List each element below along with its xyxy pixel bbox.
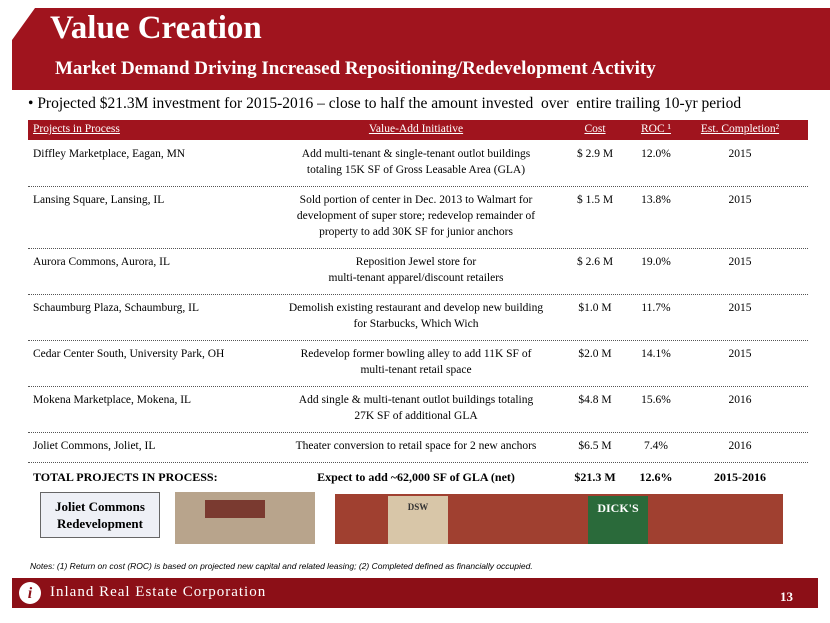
cell: $2.0 M xyxy=(578,348,612,360)
column-header: Value-Add Initiative xyxy=(368,123,464,135)
row-divider xyxy=(28,294,808,295)
svg-text:i: i xyxy=(28,585,33,602)
cell: 7.4% xyxy=(644,440,668,452)
column-header: Projects in Process xyxy=(33,123,120,135)
banner xyxy=(12,8,830,90)
cell: Demolish existing restaurant and develop… xyxy=(288,302,544,314)
cell: totaling 15K SF of Gross Leasable Area (… xyxy=(306,164,526,176)
total-cell: 12.6% xyxy=(639,470,673,484)
cell: 2015 xyxy=(728,256,752,268)
row-divider xyxy=(28,462,808,463)
cell: $ 2.9 M xyxy=(576,148,614,160)
header-row xyxy=(28,120,808,140)
cell: 19.0% xyxy=(641,256,671,268)
cell: 2015 xyxy=(728,302,752,314)
cell: $1.0 M xyxy=(578,302,612,314)
cell: property to add 30K SF for junior anchor… xyxy=(319,226,513,238)
cell: Cedar Center South, University Park, OH xyxy=(33,348,225,360)
row-divider xyxy=(28,432,808,433)
sign: DICK'S xyxy=(597,501,639,515)
cell: Reposition Jewel store for xyxy=(355,256,477,268)
cell: $4.8 M xyxy=(578,394,612,406)
bullet-text: Projected $21.3M investment for 2015-201… xyxy=(37,95,742,112)
row-divider xyxy=(28,340,808,341)
cell: 14.1% xyxy=(641,348,671,360)
total-cell: TOTAL PROJECTS IN PROCESS: xyxy=(33,470,218,484)
cell: $ 2.6 M xyxy=(576,256,614,268)
row-divider xyxy=(28,248,808,249)
cell: Schaumburg Plaza, Schaumburg, IL xyxy=(33,302,199,314)
column-header: Cost xyxy=(584,123,606,135)
subtitle: Market Demand Driving Increased Repositi… xyxy=(55,58,656,79)
cell: Lansing Square, Lansing, IL xyxy=(33,194,165,206)
footer-bar xyxy=(12,578,818,608)
title: Value Creation xyxy=(50,10,262,46)
cell: Aurora Commons, Aurora, IL xyxy=(33,256,171,268)
cell: 2016 xyxy=(728,440,752,452)
callout: Joliet Commons Redevelopment xyxy=(40,492,160,538)
cell: multi-tenant apparel/discount retailers xyxy=(328,272,504,284)
cell: $ 1.5 M xyxy=(576,194,614,206)
total-cell: $21.3 M xyxy=(574,470,616,484)
cell: Redevelop former bowling alley to add 11… xyxy=(300,348,532,360)
bullet: • Projected $21.3M investment for 2015-2… xyxy=(28,95,742,112)
cell: 2015 xyxy=(728,194,752,206)
row-divider xyxy=(28,386,808,387)
table: Projects in Process Value-Add Initiative C… xyxy=(28,120,808,490)
sign: DSW xyxy=(408,502,429,512)
cell: 13.8% xyxy=(641,194,671,206)
notes: Notes: (1) Return on cost (ROC) is based… xyxy=(30,561,533,571)
cell: Add multi-tenant & single-tenant outlot … xyxy=(301,148,531,160)
cell: Sold portion of center in Dec. 2013 to W… xyxy=(299,194,533,206)
cell: 15.6% xyxy=(641,394,671,406)
cell: 11.7% xyxy=(641,302,671,314)
cell: Diffley Marketplace, Eagan, MN xyxy=(33,148,186,160)
company: Inland Real Estate Corporation xyxy=(50,584,267,600)
cell: 2016 xyxy=(728,394,752,406)
cell: 2015 xyxy=(728,148,752,160)
column-header: ROC ¹ xyxy=(641,123,671,135)
cell: Add single & multi-tenant outlot buildin… xyxy=(298,394,534,406)
total-cell: 2015-2016 xyxy=(714,470,766,484)
cell: Theater conversion to retail space for 2… xyxy=(295,440,537,452)
cell: 12.0% xyxy=(641,148,671,160)
cell: 27K SF of additional GLA xyxy=(354,410,478,422)
cell: for Starbucks, Which Wich xyxy=(353,318,479,330)
total-cell: Expect to add ~62,000 SF of GLA (net) xyxy=(317,470,515,484)
cell: development of super store; redevelop re… xyxy=(296,210,536,222)
cell: 2015 xyxy=(728,348,752,360)
page-number: 13 xyxy=(780,589,793,604)
cell: multi-tenant retail space xyxy=(360,364,472,376)
logo xyxy=(19,582,41,604)
cell: Joliet Commons, Joliet, IL xyxy=(33,440,156,452)
cell: Mokena Marketplace, Mokena, IL xyxy=(33,394,192,406)
column-header: Est. Completion² xyxy=(700,123,780,135)
cell: $6.5 M xyxy=(578,440,612,452)
row-divider xyxy=(28,186,808,187)
